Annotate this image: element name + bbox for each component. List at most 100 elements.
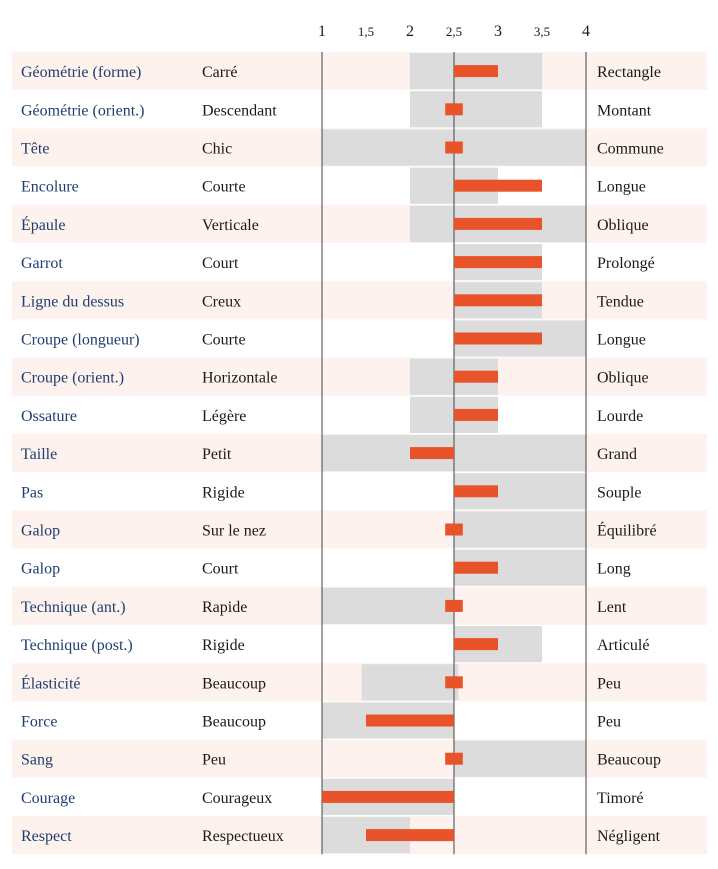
row-background <box>12 243 707 282</box>
low-pole-label: Court <box>202 255 239 272</box>
trait-label: Sang <box>21 752 53 769</box>
row-background <box>12 281 707 320</box>
low-pole-label: Petit <box>202 446 232 463</box>
trait-label: Ligne du dessus <box>21 293 124 310</box>
low-pole-label: Rigide <box>202 637 245 654</box>
high-pole-label: Rectangle <box>597 64 661 81</box>
high-pole-label: Tendue <box>597 293 644 310</box>
low-pole-label: Chic <box>202 141 232 158</box>
high-pole-label: Peu <box>597 675 621 692</box>
value-bar <box>445 103 463 116</box>
high-pole-label: Prolongé <box>597 255 655 272</box>
high-pole-label: Oblique <box>597 370 649 387</box>
high-pole-label: Équilibré <box>597 521 657 540</box>
x-tick-label: 3 <box>494 23 502 40</box>
value-bar <box>366 829 454 842</box>
high-pole-label: Montant <box>597 102 652 119</box>
low-pole-label: Carré <box>202 64 238 81</box>
row-background <box>12 204 707 243</box>
row-background <box>12 625 707 664</box>
x-tick-label: 1,5 <box>358 24 374 39</box>
trait-label: Technique (post.) <box>21 637 133 654</box>
low-pole-label: Légère <box>202 408 246 425</box>
high-pole-label: Long <box>597 561 631 578</box>
low-pole-label: Sur le nez <box>202 523 266 540</box>
trait-label: Galop <box>21 561 60 578</box>
row-background <box>12 166 707 205</box>
value-bar <box>322 790 454 803</box>
low-pole-label: Court <box>202 561 239 578</box>
trait-label: Technique (ant.) <box>21 599 126 616</box>
value-bar <box>454 408 498 421</box>
low-pole-label: Descendant <box>202 102 277 119</box>
low-pole-label: Courageux <box>202 790 272 807</box>
row-background <box>12 395 707 434</box>
high-pole-label: Articulé <box>597 637 649 654</box>
row-background <box>12 472 707 511</box>
high-pole-label: Longue <box>597 179 646 196</box>
value-bar <box>445 141 463 154</box>
trait-label: Garrot <box>21 255 63 272</box>
trait-label: Galop <box>21 523 60 540</box>
value-bar <box>454 217 542 230</box>
range-band <box>322 587 454 624</box>
x-tick-label: 3,5 <box>534 24 550 39</box>
low-pole-label: Rapide <box>202 599 247 616</box>
value-bar <box>445 523 463 536</box>
value-bar <box>454 294 542 307</box>
value-bar <box>410 447 454 460</box>
value-bar <box>454 332 542 345</box>
trait-label: Croupe (orient.) <box>21 370 124 387</box>
value-bar <box>454 561 498 574</box>
high-pole-label: Longue <box>597 332 646 349</box>
trait-label: Taille <box>21 446 57 463</box>
high-pole-label: Oblique <box>597 217 649 234</box>
value-bar <box>445 599 463 612</box>
trait-label: Géométrie (forme) <box>21 64 141 81</box>
high-pole-label: Grand <box>597 446 637 463</box>
x-tick-label: 2,5 <box>446 24 462 39</box>
trait-label: Élasticité <box>21 673 81 692</box>
value-bar <box>445 752 463 765</box>
high-pole-label: Commune <box>597 141 664 158</box>
range-band <box>454 740 586 777</box>
x-tick-label: 2 <box>406 23 414 40</box>
value-bar <box>366 714 454 727</box>
high-pole-label: Lent <box>597 599 627 616</box>
row-background <box>12 663 707 702</box>
value-bar <box>454 65 498 78</box>
low-pole-label: Creux <box>202 293 241 310</box>
low-pole-label: Peu <box>202 752 226 769</box>
trait-label: Croupe (longueur) <box>21 332 140 349</box>
row-background <box>12 90 707 129</box>
low-pole-label: Rigide <box>202 484 245 501</box>
row-background <box>12 510 707 549</box>
row-background <box>12 548 707 587</box>
x-tick-label: 4 <box>582 23 590 40</box>
range-band <box>361 664 459 701</box>
trait-label: Géométrie (orient.) <box>21 102 145 119</box>
high-pole-label: Beaucoup <box>597 752 661 769</box>
high-pole-label: Négligent <box>597 828 661 845</box>
low-pole-label: Courte <box>202 179 246 196</box>
row-background <box>12 319 707 358</box>
low-pole-label: Beaucoup <box>202 714 266 731</box>
value-bar <box>445 676 463 689</box>
x-tick-label: 1 <box>318 23 326 40</box>
trait-label: Respect <box>21 828 72 845</box>
trait-label: Courage <box>21 790 75 807</box>
value-bar <box>454 179 542 192</box>
trait-label: Pas <box>21 484 43 501</box>
row-background <box>12 739 707 778</box>
low-pole-label: Courte <box>202 332 246 349</box>
high-pole-label: Timoré <box>597 790 644 807</box>
trait-label: Force <box>21 714 57 731</box>
high-pole-label: Souple <box>597 484 641 501</box>
row-background <box>12 357 707 396</box>
low-pole-label: Beaucoup <box>202 675 266 692</box>
high-pole-label: Peu <box>597 714 621 731</box>
value-bar <box>454 370 498 383</box>
row-background <box>12 52 707 91</box>
low-pole-label: Respectueux <box>202 828 284 845</box>
